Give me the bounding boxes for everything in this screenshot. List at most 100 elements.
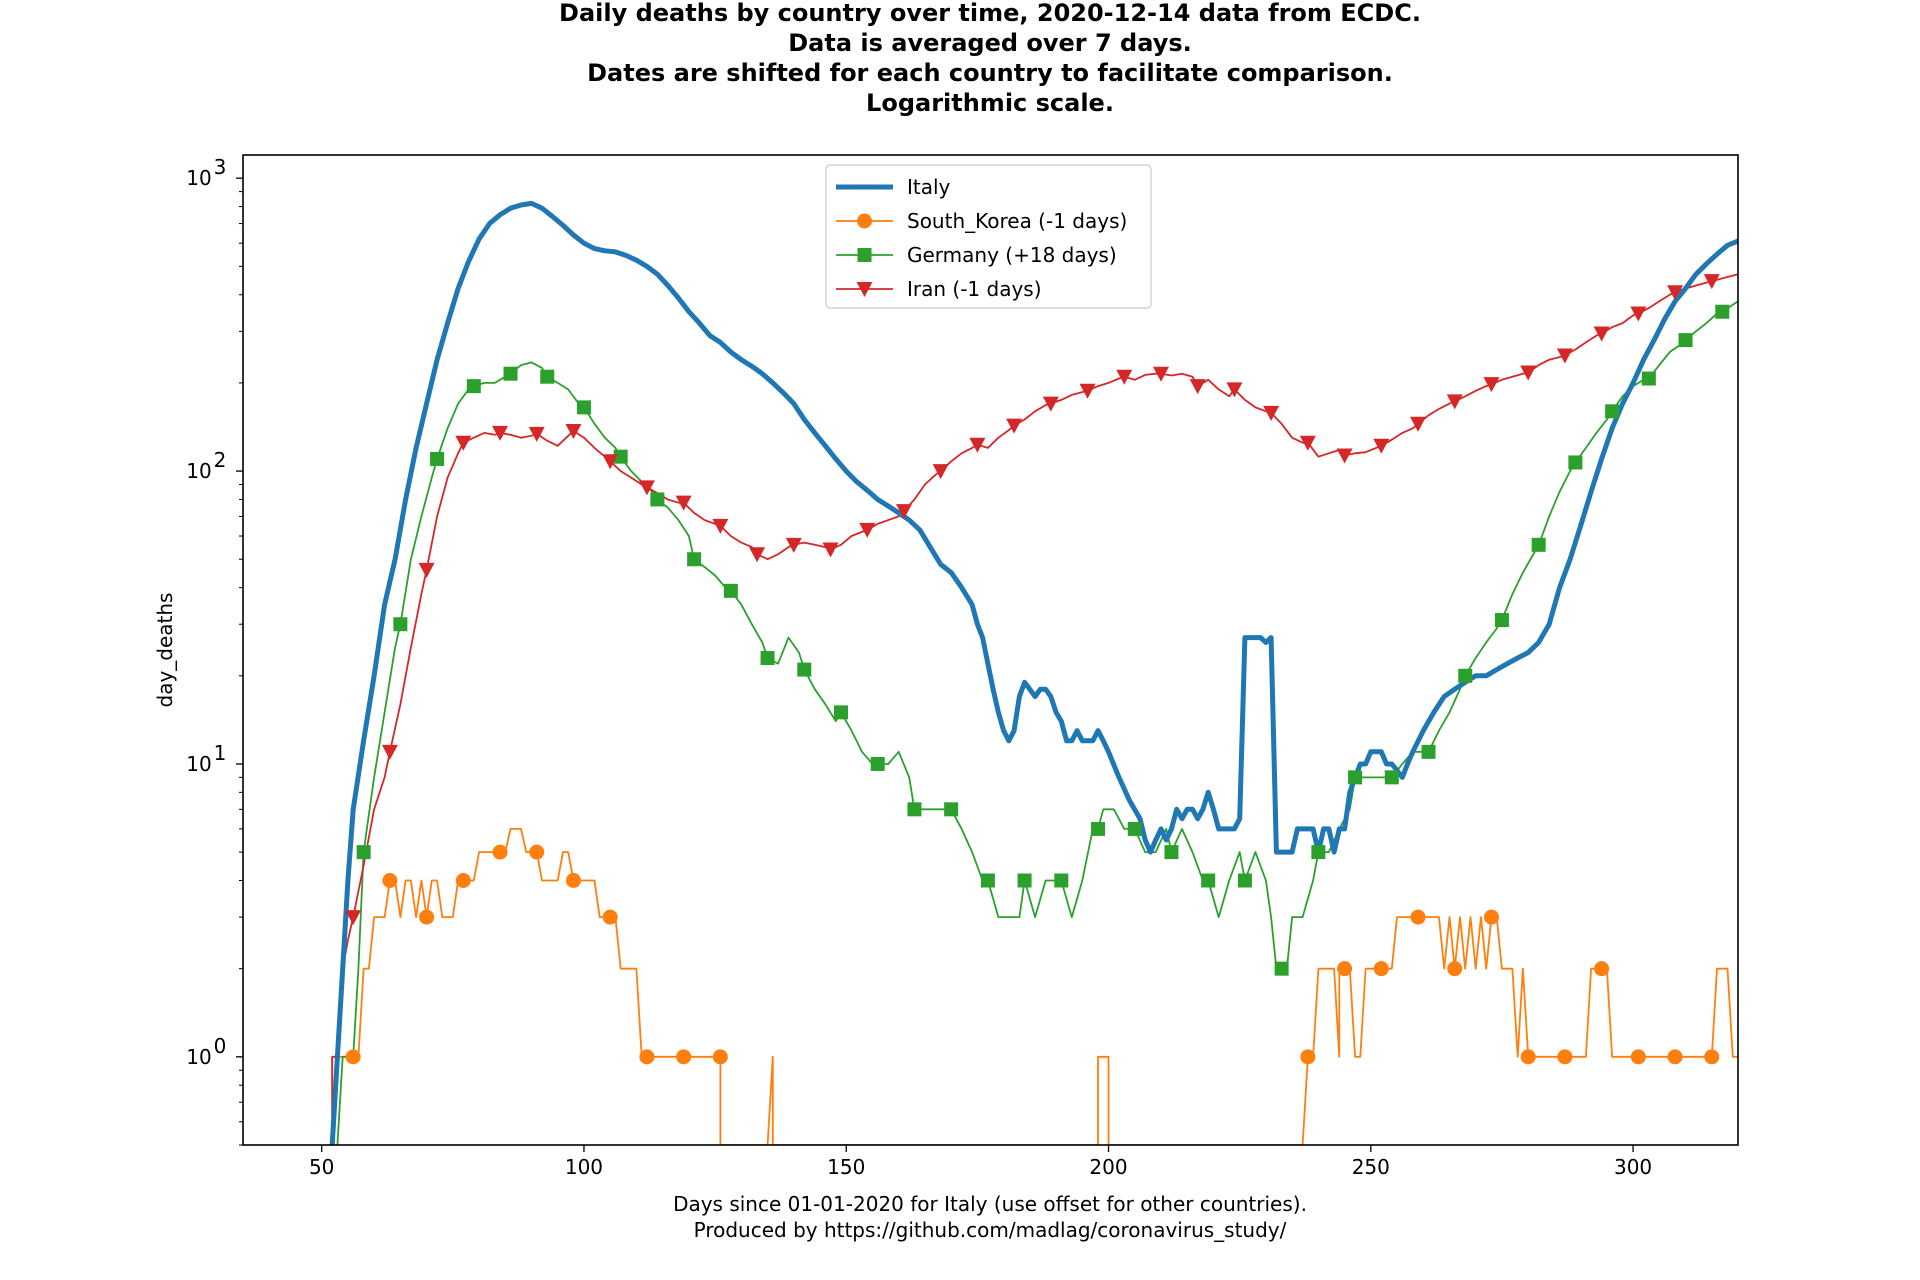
data-point xyxy=(944,802,959,817)
title-line-1: Daily deaths by country over time, 2020-… xyxy=(559,0,1421,27)
x-tick-label: 250 xyxy=(1352,1155,1390,1179)
data-point xyxy=(613,449,628,464)
data-point xyxy=(870,756,885,771)
data-point xyxy=(1704,1049,1720,1065)
data-point xyxy=(492,844,508,860)
data-point xyxy=(1042,396,1059,412)
series-line-1 xyxy=(331,828,1738,1145)
y-tick-label: 10 xyxy=(186,166,211,190)
data-point xyxy=(345,910,362,926)
data-point xyxy=(1678,333,1693,348)
legend: Italy South_Korea (-1 days) Germany (+18 d… xyxy=(825,164,1152,309)
data-point xyxy=(1447,961,1463,977)
data-point xyxy=(1421,744,1436,759)
data-point xyxy=(1641,371,1656,386)
data-point xyxy=(1446,394,1463,410)
data-point xyxy=(466,379,481,394)
data-point xyxy=(1348,770,1363,785)
data-point xyxy=(1667,285,1684,301)
y-tick-exponent: 2 xyxy=(214,448,227,472)
data-point xyxy=(528,426,545,442)
y-tick-label: 10 xyxy=(186,752,211,776)
data-point xyxy=(907,802,922,817)
data-point xyxy=(540,369,555,384)
x-tick-label: 50 xyxy=(309,1155,334,1179)
title-line-4: Logarithmic scale. xyxy=(866,89,1114,117)
data-point xyxy=(1201,873,1216,888)
chart-title: Daily deaths by country over time, 2020-… xyxy=(559,0,1421,117)
title-line-2: Data is averaged over 7 days. xyxy=(788,29,1192,57)
data-point xyxy=(430,451,445,466)
data-point xyxy=(638,480,655,496)
data-point xyxy=(1164,845,1179,860)
y-tick-exponent: 3 xyxy=(214,155,227,179)
data-point xyxy=(503,366,518,381)
legend-marker xyxy=(857,213,872,229)
data-point xyxy=(1568,455,1583,470)
data-point xyxy=(602,909,618,925)
title-line-3: Dates are shifted for each country to fa… xyxy=(587,59,1393,87)
data-point xyxy=(1152,366,1169,382)
data-point xyxy=(1605,404,1620,419)
data-point xyxy=(760,651,775,666)
data-point xyxy=(859,522,876,538)
data-point xyxy=(1410,416,1427,432)
data-point xyxy=(687,552,702,567)
data-point xyxy=(1483,909,1499,925)
data-point xyxy=(712,1049,728,1065)
data-point xyxy=(455,873,471,889)
x-tick-label: 100 xyxy=(565,1155,603,1179)
y-tick-exponent: 0 xyxy=(214,1034,227,1058)
data-point xyxy=(565,424,582,440)
data-point xyxy=(345,1049,361,1065)
data-point xyxy=(1116,369,1133,385)
data-point xyxy=(1274,961,1289,976)
data-point xyxy=(675,495,692,511)
y-tick-label: 10 xyxy=(186,459,211,483)
data-point xyxy=(1054,873,1069,888)
data-point xyxy=(639,1049,655,1065)
data-point xyxy=(1667,1049,1683,1065)
data-point xyxy=(969,437,986,453)
data-point xyxy=(1630,1049,1646,1065)
data-point xyxy=(382,873,398,889)
x-axis-label-line-1: Days since 01-01-2020 for Italy (use off… xyxy=(673,1192,1307,1216)
x-axis-label-line-2: Produced by https://github.com/madlag/co… xyxy=(694,1218,1287,1242)
y-axis-label: day_deaths xyxy=(153,593,177,708)
data-point xyxy=(822,542,839,558)
data-point xyxy=(932,464,949,480)
data-point xyxy=(1556,348,1573,364)
data-point xyxy=(1373,961,1389,977)
data-point xyxy=(1715,304,1730,319)
data-point xyxy=(1299,435,1316,451)
data-point xyxy=(419,909,435,925)
legend-marker xyxy=(857,248,872,262)
x-tick-label: 300 xyxy=(1614,1155,1652,1179)
data-point xyxy=(785,537,802,553)
data-point xyxy=(1557,1049,1573,1065)
data-point xyxy=(1520,365,1537,381)
data-point xyxy=(1593,326,1610,342)
data-point xyxy=(1630,306,1647,322)
x-tick-label: 200 xyxy=(1089,1155,1127,1179)
data-point xyxy=(797,662,812,677)
legend-label: Germany (+18 days) xyxy=(907,243,1117,267)
data-point xyxy=(381,744,398,760)
data-point xyxy=(1311,845,1326,860)
legend-label: Iran (-1 days) xyxy=(907,277,1042,301)
data-point xyxy=(576,400,591,415)
data-point xyxy=(1483,377,1500,393)
data-point xyxy=(749,547,766,563)
data-point xyxy=(1006,418,1023,434)
data-point xyxy=(1226,382,1243,398)
data-point xyxy=(455,435,472,451)
data-point xyxy=(1300,1049,1316,1065)
data-point xyxy=(1263,405,1280,421)
data-point xyxy=(895,504,912,520)
data-point xyxy=(1373,438,1390,454)
legend-label: South_Korea (-1 days) xyxy=(907,209,1127,233)
data-point xyxy=(1531,537,1546,552)
data-point xyxy=(1336,448,1353,464)
data-point xyxy=(1594,961,1610,977)
